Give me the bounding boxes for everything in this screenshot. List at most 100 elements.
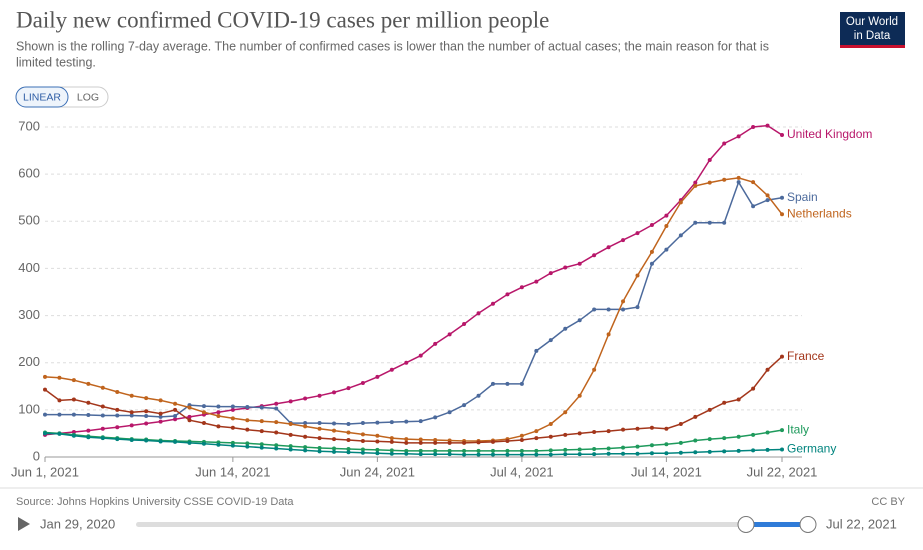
data-point bbox=[563, 447, 568, 452]
logo[interactable]: Our World in Data bbox=[840, 12, 905, 48]
linear-button[interactable] bbox=[15, 86, 69, 108]
series-line bbox=[44, 429, 783, 452]
data-point bbox=[57, 375, 62, 380]
logo-text: in Data bbox=[854, 30, 891, 42]
data-point bbox=[751, 386, 756, 391]
data-point bbox=[462, 452, 467, 457]
data-point bbox=[187, 418, 192, 423]
data-point bbox=[173, 413, 178, 418]
log-label[interactable]: LOG bbox=[77, 91, 99, 103]
series-label: Spain bbox=[787, 190, 818, 204]
data-point bbox=[765, 367, 770, 372]
data-point bbox=[621, 238, 626, 243]
y-tick-label: 300 bbox=[18, 307, 40, 322]
data-point bbox=[476, 448, 481, 453]
data-point bbox=[418, 353, 423, 358]
series-line bbox=[44, 432, 783, 456]
data-point bbox=[303, 448, 308, 453]
data-point bbox=[765, 123, 770, 128]
data-point bbox=[722, 220, 727, 225]
data-point bbox=[592, 367, 597, 372]
data-point bbox=[158, 419, 163, 424]
data-point bbox=[187, 414, 192, 419]
data-point bbox=[71, 397, 76, 402]
subtitle: limited testing. bbox=[16, 55, 96, 69]
play-button[interactable] bbox=[18, 517, 30, 531]
data-point bbox=[534, 429, 539, 434]
data-point bbox=[433, 438, 438, 443]
data-point bbox=[490, 452, 495, 457]
data-point bbox=[230, 407, 235, 412]
linear-label[interactable]: LINEAR bbox=[23, 91, 61, 103]
data-point bbox=[404, 451, 409, 456]
data-point bbox=[780, 195, 784, 200]
series-label: Germany bbox=[787, 442, 836, 456]
data-point bbox=[606, 446, 611, 451]
data-point bbox=[751, 204, 756, 209]
data-point bbox=[736, 434, 741, 439]
timeline-start: Jan 29, 2020 bbox=[40, 516, 115, 531]
data-point bbox=[592, 430, 597, 435]
data-point bbox=[736, 448, 741, 453]
data-point bbox=[230, 404, 235, 409]
data-point bbox=[100, 385, 105, 390]
data-point bbox=[736, 397, 741, 402]
data-point bbox=[346, 422, 351, 426]
data-point bbox=[86, 428, 91, 433]
data-point bbox=[259, 419, 264, 424]
data-point bbox=[722, 436, 727, 441]
data-point bbox=[693, 450, 698, 455]
data-point bbox=[360, 432, 365, 437]
data-point bbox=[332, 390, 337, 395]
timeline-handle[interactable] bbox=[799, 516, 817, 533]
x-tick-label: Jul 4, 2021 bbox=[490, 464, 554, 479]
data-point bbox=[433, 415, 438, 420]
data-point bbox=[389, 439, 394, 444]
data-point bbox=[635, 273, 640, 278]
data-point bbox=[274, 443, 279, 448]
data-point bbox=[519, 452, 524, 457]
data-point bbox=[375, 451, 380, 456]
data-point bbox=[115, 413, 120, 418]
data-point bbox=[649, 443, 654, 448]
data-point bbox=[635, 451, 640, 456]
data-point bbox=[418, 452, 423, 457]
data-point bbox=[404, 360, 409, 365]
data-point bbox=[288, 422, 293, 426]
data-point bbox=[317, 426, 322, 431]
data-point bbox=[534, 279, 539, 284]
data-point bbox=[57, 412, 62, 417]
data-point bbox=[173, 417, 178, 422]
data-point bbox=[722, 177, 727, 182]
data-point bbox=[519, 438, 524, 443]
data-point bbox=[216, 413, 221, 418]
data-point bbox=[43, 431, 47, 436]
data-point bbox=[592, 452, 597, 457]
timeline-track[interactable] bbox=[136, 522, 808, 527]
data-point bbox=[490, 301, 495, 306]
data-point bbox=[736, 175, 741, 180]
data-point bbox=[158, 414, 163, 419]
data-point bbox=[765, 447, 770, 452]
data-point bbox=[303, 445, 308, 450]
data-point bbox=[216, 442, 221, 447]
data-point bbox=[43, 374, 47, 379]
data-point bbox=[505, 381, 510, 386]
data-point bbox=[360, 380, 365, 385]
x-tick-label: Jul 22, 2021 bbox=[747, 464, 818, 479]
data-point bbox=[693, 438, 698, 443]
data-point bbox=[346, 438, 351, 443]
data-point bbox=[389, 420, 394, 425]
data-point bbox=[259, 405, 264, 410]
data-point bbox=[86, 435, 91, 440]
data-point bbox=[577, 318, 582, 323]
series-line bbox=[44, 124, 783, 436]
data-point bbox=[404, 448, 409, 453]
data-point bbox=[505, 452, 510, 457]
timeline-handle[interactable] bbox=[737, 516, 755, 533]
data-point bbox=[563, 410, 568, 415]
data-point bbox=[389, 367, 394, 372]
data-point bbox=[722, 449, 727, 454]
data-point bbox=[57, 431, 62, 436]
logo-box[interactable] bbox=[840, 12, 905, 48]
